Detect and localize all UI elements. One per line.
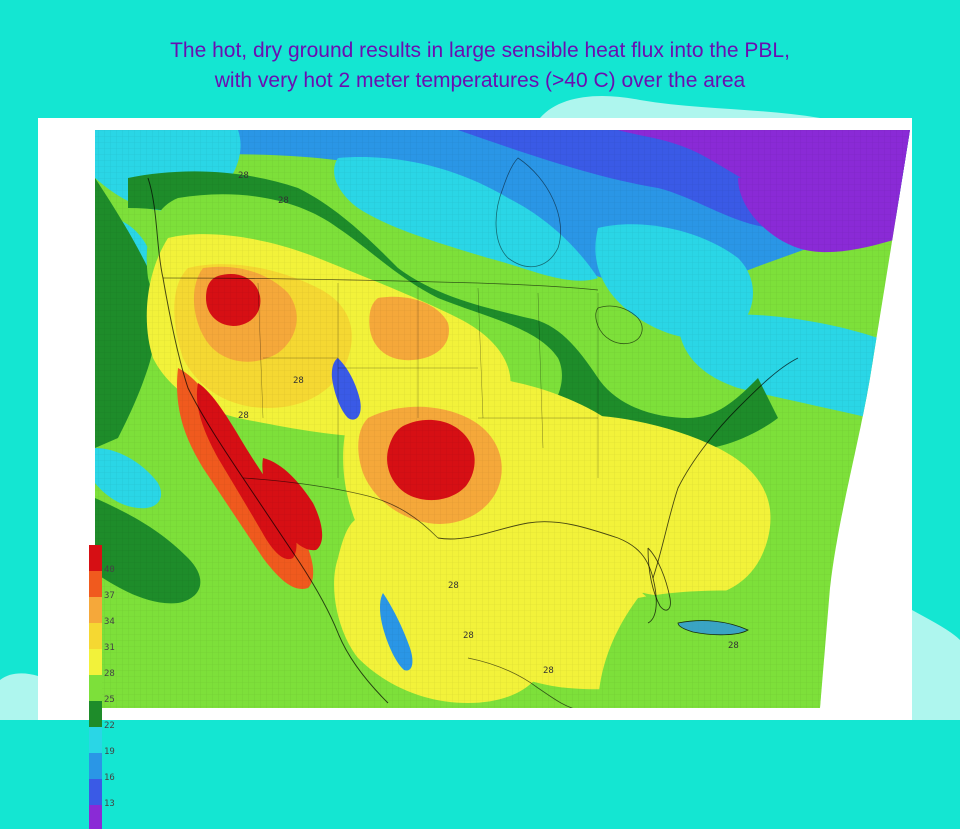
legend-label: 16 [104, 773, 115, 783]
map-grid-overlay [95, 130, 910, 708]
title-line-2: with very hot 2 meter temperatures (>40 … [214, 69, 746, 92]
background-wave [0, 673, 38, 720]
slide-background [0, 95, 960, 720]
legend-swatch [89, 805, 102, 829]
central-america-outline [467, 657, 579, 708]
legend-label: 13 [104, 799, 115, 809]
contour-label: 28 [238, 411, 249, 421]
hudson-bay-outline [495, 157, 561, 267]
legend-label: 22 [104, 721, 115, 731]
background-wave [540, 95, 820, 118]
legend-swatch [89, 701, 102, 727]
legend-label: 40 [104, 565, 115, 575]
contour-label: 28 [728, 641, 739, 651]
legend-label: 37 [104, 591, 115, 601]
gulf-coastline [437, 521, 657, 624]
florida-peninsula [647, 547, 671, 611]
title-line-1: The hot, dry ground results in large sen… [170, 39, 790, 62]
temperature-map: 28 28 28 28 28 28 28 28 [95, 130, 910, 708]
legend-label: 31 [104, 643, 115, 653]
contour-label: 28 [278, 196, 289, 206]
us-mexico-border [242, 477, 439, 539]
contour-label: 28 [238, 171, 249, 181]
legend-swatch [89, 753, 102, 779]
slide-title: The hot, dry ground results in large sen… [0, 36, 960, 96]
legend-swatch [89, 675, 102, 701]
legend-swatch [89, 779, 102, 805]
background-wave [912, 610, 960, 720]
legend-label: 19 [104, 747, 115, 757]
legend-swatch [89, 623, 102, 649]
legend-swatch [89, 727, 102, 753]
legend-swatch [89, 571, 102, 597]
east-coastline [652, 357, 799, 579]
map-frame: 28 28 28 28 28 28 28 28 40 37 34 31 28 2… [38, 118, 912, 829]
state-border-lines [257, 282, 599, 478]
legend-swatch [89, 649, 102, 675]
contour-label: 28 [543, 666, 554, 676]
us-canada-border [162, 277, 599, 291]
legend-label: 28 [104, 669, 115, 679]
west-coastline [147, 177, 389, 704]
contour-label: 28 [448, 581, 459, 591]
great-lakes-outline [595, 305, 643, 345]
contour-label: 28 [293, 376, 304, 386]
legend-swatch [89, 597, 102, 623]
cuba-outline [677, 620, 749, 636]
legend-label: 25 [104, 695, 115, 705]
legend-label: 34 [104, 617, 115, 627]
legend-swatch [89, 545, 102, 571]
contour-label: 28 [463, 631, 474, 641]
